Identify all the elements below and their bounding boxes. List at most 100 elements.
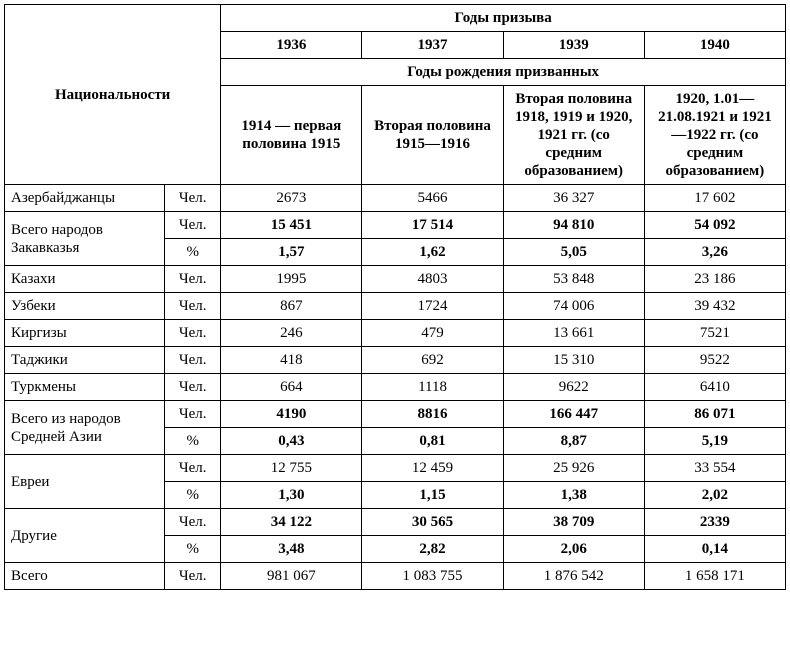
- unit-percent: %: [165, 239, 221, 266]
- unit-people: Чел.: [165, 185, 221, 212]
- unit-people: Чел.: [165, 401, 221, 428]
- conscription-table: Национальности Годы призыва 1936 1937 19…: [4, 4, 786, 590]
- header-year-1940: 1940: [644, 32, 785, 59]
- cell-value: 981 067: [221, 563, 362, 590]
- cell-value: 0,81: [362, 428, 503, 455]
- cell-value: 33 554: [644, 455, 785, 482]
- cell-value: 0,43: [221, 428, 362, 455]
- header-year-1939: 1939: [503, 32, 644, 59]
- cell-value: 1724: [362, 293, 503, 320]
- unit-percent: %: [165, 428, 221, 455]
- cell-value: 9622: [503, 374, 644, 401]
- cell-value: 5,05: [503, 239, 644, 266]
- cell-value: 4803: [362, 266, 503, 293]
- table-row: Всего из народов Средней АзииЧел.4190881…: [5, 401, 786, 428]
- header-draft-years: Годы призыва: [221, 5, 786, 32]
- cell-value: 12 459: [362, 455, 503, 482]
- unit-people: Чел.: [165, 347, 221, 374]
- cell-value: 17 514: [362, 212, 503, 239]
- unit-people: Чел.: [165, 320, 221, 347]
- cell-value: 1,38: [503, 482, 644, 509]
- cell-value: 2,06: [503, 536, 644, 563]
- cell-value: 15 451: [221, 212, 362, 239]
- cell-value: 4190: [221, 401, 362, 428]
- row-label: Всего народов Закавказья: [5, 212, 165, 266]
- cell-value: 36 327: [503, 185, 644, 212]
- cell-value: 15 310: [503, 347, 644, 374]
- unit-people: Чел.: [165, 212, 221, 239]
- cell-value: 17 602: [644, 185, 785, 212]
- table-row: КиргизыЧел.24647913 6617521: [5, 320, 786, 347]
- unit-people: Чел.: [165, 509, 221, 536]
- cell-value: 166 447: [503, 401, 644, 428]
- cell-value: 1,57: [221, 239, 362, 266]
- cell-value: 1,62: [362, 239, 503, 266]
- cell-value: 54 092: [644, 212, 785, 239]
- cell-value: 3,26: [644, 239, 785, 266]
- header-birth-range-2: Вторая половина 1918, 1919 и 1920, 1921 …: [503, 86, 644, 185]
- cell-value: 1 876 542: [503, 563, 644, 590]
- row-label: Всего из народов Средней Азии: [5, 401, 165, 455]
- cell-value: 692: [362, 347, 503, 374]
- cell-value: 39 432: [644, 293, 785, 320]
- unit-percent: %: [165, 536, 221, 563]
- cell-value: 34 122: [221, 509, 362, 536]
- cell-value: 6410: [644, 374, 785, 401]
- header-nationalities: Национальности: [5, 5, 221, 185]
- row-label: Евреи: [5, 455, 165, 509]
- cell-value: 7521: [644, 320, 785, 347]
- unit-people: Чел.: [165, 266, 221, 293]
- cell-value: 30 565: [362, 509, 503, 536]
- cell-value: 5466: [362, 185, 503, 212]
- cell-value: 25 926: [503, 455, 644, 482]
- cell-value: 2,82: [362, 536, 503, 563]
- cell-value: 418: [221, 347, 362, 374]
- table-row: ВсегоЧел.981 0671 083 7551 876 5421 658 …: [5, 563, 786, 590]
- cell-value: 12 755: [221, 455, 362, 482]
- cell-value: 1 083 755: [362, 563, 503, 590]
- cell-value: 53 848: [503, 266, 644, 293]
- header-birth-range-0: 1914 — первая половина 1915: [221, 86, 362, 185]
- cell-value: 1118: [362, 374, 503, 401]
- table-body: АзербайджанцыЧел.2673546636 32717 602Все…: [5, 185, 786, 590]
- table-row: Всего народов ЗакавказьяЧел.15 45117 514…: [5, 212, 786, 239]
- cell-value: 2673: [221, 185, 362, 212]
- cell-value: 9522: [644, 347, 785, 374]
- table-row: УзбекиЧел.867172474 00639 432: [5, 293, 786, 320]
- cell-value: 23 186: [644, 266, 785, 293]
- row-label: Туркмены: [5, 374, 165, 401]
- table-row: КазахиЧел.1995480353 84823 186: [5, 266, 786, 293]
- cell-value: 479: [362, 320, 503, 347]
- cell-value: 5,19: [644, 428, 785, 455]
- table-row: ТуркменыЧел.664111896226410: [5, 374, 786, 401]
- cell-value: 1 658 171: [644, 563, 785, 590]
- table-row: АзербайджанцыЧел.2673546636 32717 602: [5, 185, 786, 212]
- header-birth-range-3: 1920, 1.01—21.08.1921 и 1921—1922 гг. (с…: [644, 86, 785, 185]
- unit-people: Чел.: [165, 455, 221, 482]
- unit-people: Чел.: [165, 563, 221, 590]
- row-label: Азербайджанцы: [5, 185, 165, 212]
- cell-value: 2339: [644, 509, 785, 536]
- cell-value: 13 661: [503, 320, 644, 347]
- header-birth-range-1: Вторая половина 1915—1916: [362, 86, 503, 185]
- cell-value: 3,48: [221, 536, 362, 563]
- cell-value: 1,15: [362, 482, 503, 509]
- table-row: ЕвреиЧел.12 75512 45925 92633 554: [5, 455, 786, 482]
- table-row: ТаджикиЧел.41869215 3109522: [5, 347, 786, 374]
- row-label: Другие: [5, 509, 165, 563]
- row-label: Казахи: [5, 266, 165, 293]
- cell-value: 246: [221, 320, 362, 347]
- header-year-1936: 1936: [221, 32, 362, 59]
- row-label: Узбеки: [5, 293, 165, 320]
- unit-people: Чел.: [165, 293, 221, 320]
- row-label: Всего: [5, 563, 165, 590]
- cell-value: 0,14: [644, 536, 785, 563]
- cell-value: 86 071: [644, 401, 785, 428]
- row-label: Таджики: [5, 347, 165, 374]
- cell-value: 94 810: [503, 212, 644, 239]
- cell-value: 74 006: [503, 293, 644, 320]
- cell-value: 1,30: [221, 482, 362, 509]
- cell-value: 8816: [362, 401, 503, 428]
- header-year-1937: 1937: [362, 32, 503, 59]
- table-header: Национальности Годы призыва 1936 1937 19…: [5, 5, 786, 185]
